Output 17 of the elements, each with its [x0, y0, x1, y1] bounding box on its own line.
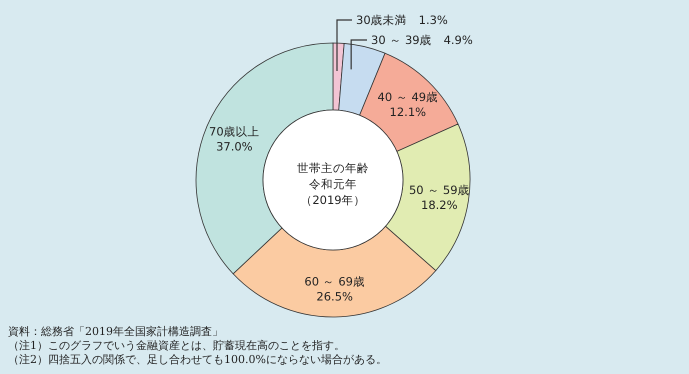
slice-label: 50 ～ 59歳	[408, 183, 470, 198]
text: 世帯主の年齢	[297, 161, 369, 175]
data-label: 26.5%	[316, 289, 354, 304]
slice-label: 70歳以上	[209, 124, 260, 138]
data-label: 4.9%	[444, 33, 473, 47]
text: （注1）このグラフでいう金融資産とは、貯蓄現在高のことを指す。	[8, 339, 345, 352]
text: 令和元年（2019年）	[300, 177, 366, 207]
data-label: 37.0%	[216, 139, 253, 154]
text: （注2）四捨五入の関係で、足し合わせても100.0%にならない場合がある。	[8, 353, 387, 366]
text: 資料：総務省「2019年全国家計構造調査」	[8, 325, 223, 338]
data-label: 18.2%	[421, 198, 458, 212]
data-label: 1.3%	[418, 13, 448, 27]
slice-label: 60 ～ 69歳	[304, 274, 365, 288]
slice-label: 30 ～ 39歳	[371, 33, 432, 47]
slice-label: 40 ～ 49歳	[378, 90, 438, 104]
data-label: 12.1%	[390, 104, 426, 119]
slice-label: 30歳未満	[356, 13, 407, 27]
